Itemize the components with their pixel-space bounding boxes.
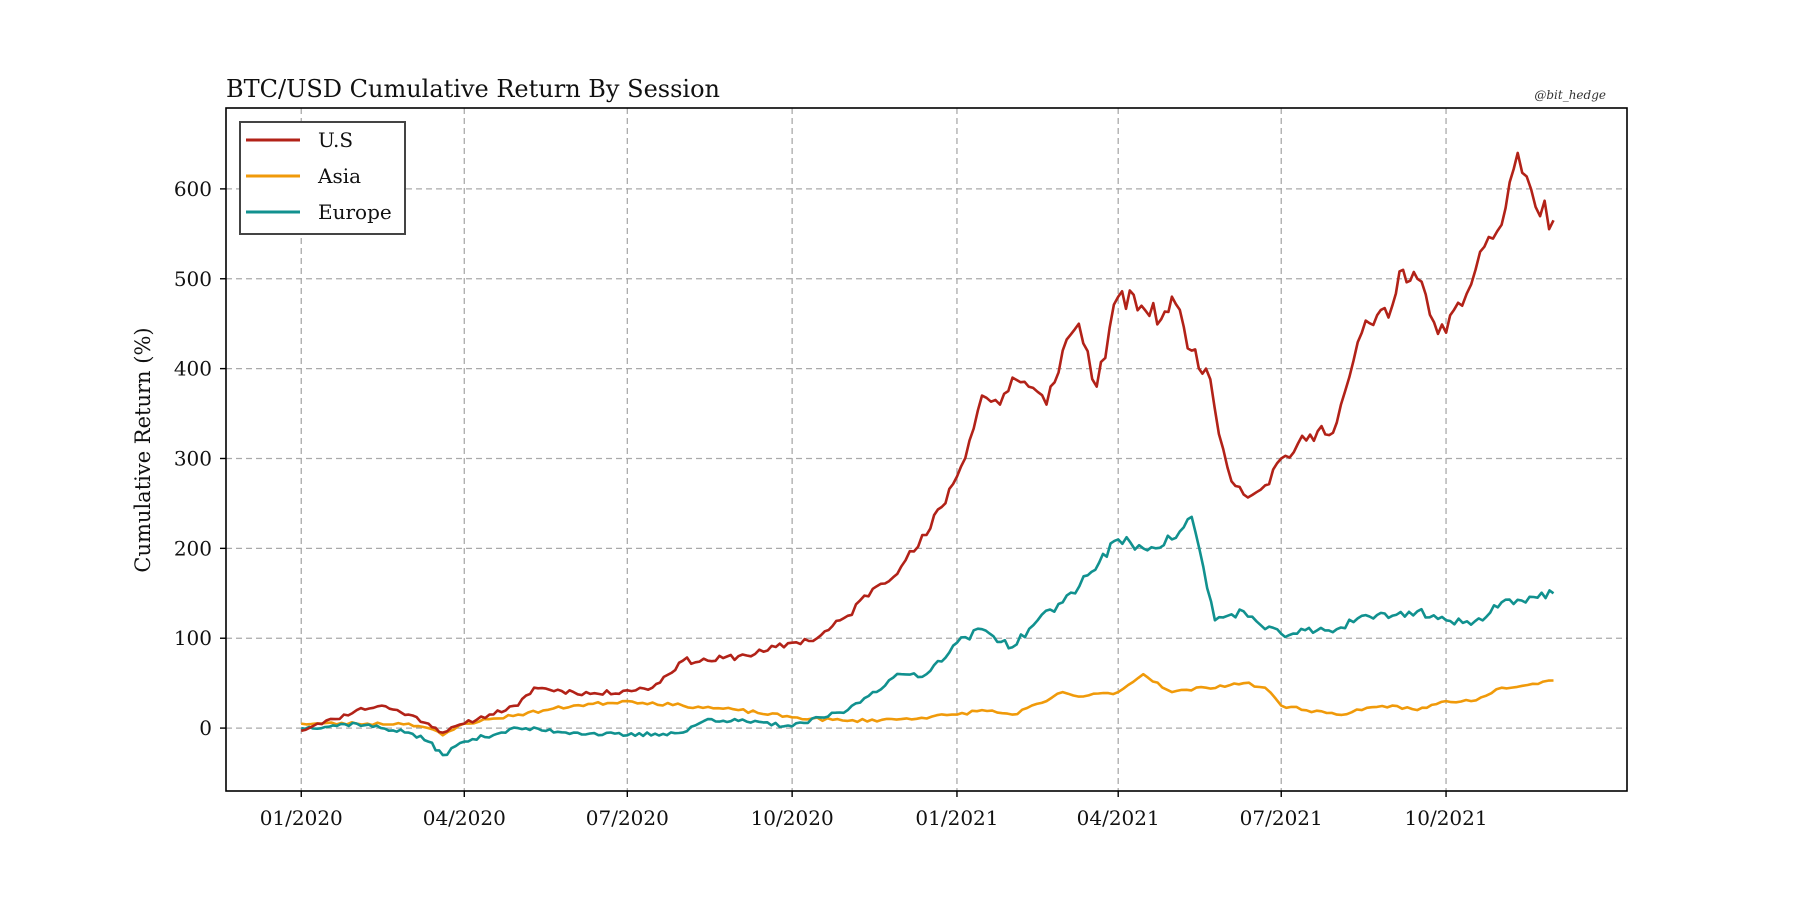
axis-ticks: 01/2020 04/2020 07/2020 10/2020 01/2021 04/20…: [174, 177, 1488, 830]
y-tick-label: 500: [174, 267, 212, 291]
y-tick-label: 300: [174, 446, 212, 470]
watermark: @bit_hedge: [1534, 88, 1606, 102]
legend: U.S Asia Europe: [239, 121, 406, 235]
y-tick-label: 0: [199, 716, 212, 740]
series-line-us: [300, 151, 1555, 734]
y-tick-label: 400: [174, 357, 212, 381]
series-line-asia: [300, 672, 1554, 737]
x-tick-label: 01/2021: [915, 806, 998, 830]
legend-label: U.S: [318, 128, 353, 152]
series-lines: [300, 151, 1555, 757]
series-line-europe: [300, 515, 1555, 757]
y-tick-label: 600: [174, 177, 212, 201]
y-tick-label: 100: [174, 626, 212, 650]
x-tick-label: 04/2020: [423, 806, 506, 830]
chart-title: BTC/USD Cumulative Return By Session: [226, 75, 720, 103]
plot-frame: [225, 107, 1628, 792]
x-tick-label: 10/2021: [1405, 806, 1488, 830]
x-tick-label: 04/2021: [1077, 806, 1160, 830]
y-tick-label: 200: [174, 536, 212, 560]
x-tick-label: 07/2020: [586, 806, 669, 830]
grid: [226, 108, 1627, 791]
legend-label: Europe: [318, 200, 392, 224]
x-tick-label: 10/2020: [751, 806, 834, 830]
x-tick-label: 07/2021: [1240, 806, 1323, 830]
legend-label: Asia: [317, 164, 361, 188]
x-tick-label: 01/2020: [260, 806, 343, 830]
y-axis-label: Cumulative Return (%): [131, 327, 155, 572]
